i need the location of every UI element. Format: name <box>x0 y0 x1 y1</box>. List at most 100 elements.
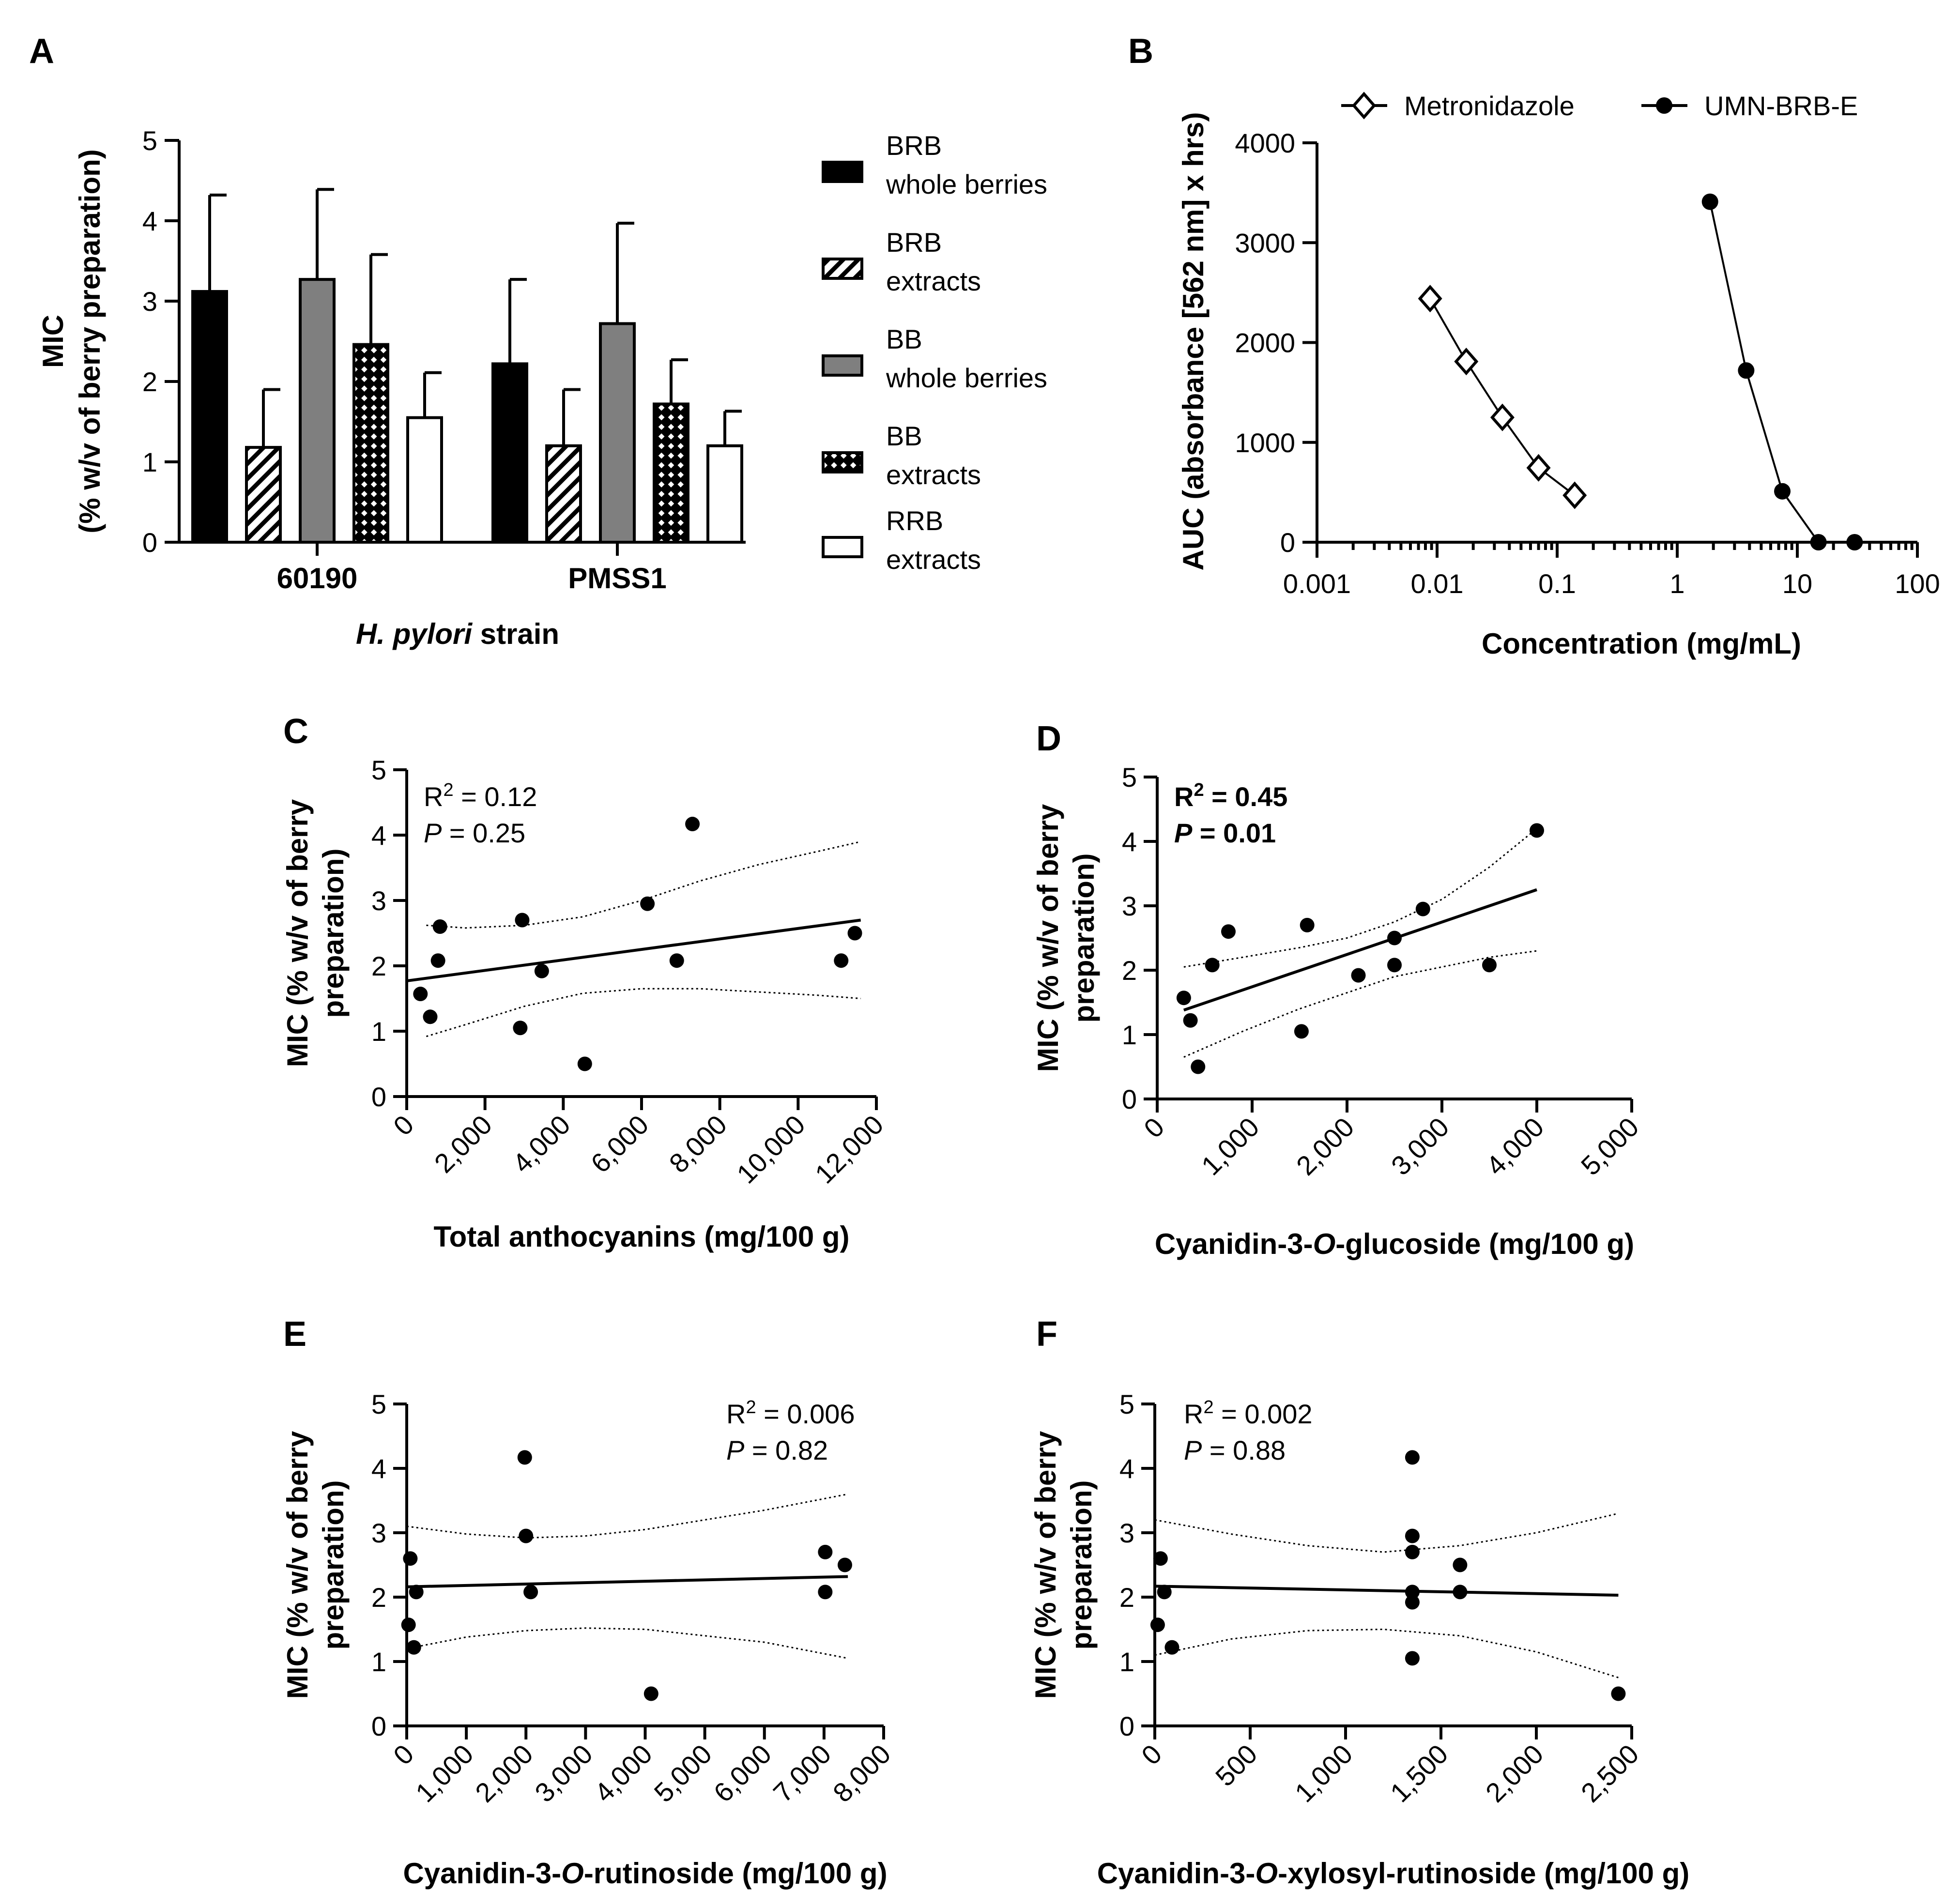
y-tick-label-b: 3000 <box>1235 228 1295 258</box>
data-point <box>834 953 849 968</box>
r-squared-symbol: R <box>1184 1399 1203 1429</box>
y-tick-label-c: 5 <box>371 755 386 785</box>
y-tick-label-a: 3 <box>142 286 157 317</box>
data-point <box>818 1585 833 1600</box>
y-tick-label-d: 0 <box>1122 1084 1137 1114</box>
y-tick-label-f: 1 <box>1119 1647 1134 1677</box>
x-axis-label-italic: O <box>561 1857 584 1890</box>
bar <box>653 402 689 544</box>
bar <box>599 322 636 544</box>
y-axis-label-line2: preparation) <box>317 1480 350 1649</box>
y-tick-label-f: 0 <box>1119 1711 1134 1741</box>
r-squared-annotation: R2 = 0.12 <box>424 780 537 812</box>
bar <box>299 278 336 544</box>
confidence-band <box>1183 828 1537 968</box>
y-tick-label-c: 2 <box>371 951 386 981</box>
y-tick-label-e: 4 <box>371 1453 386 1484</box>
y-tick-label-f: 3 <box>1119 1518 1134 1548</box>
y-tick-label-a: 2 <box>142 366 157 397</box>
y-tick-label-a: 4 <box>142 206 157 236</box>
y-axis-label-line1: MIC (% w/v of berry <box>1029 1431 1062 1699</box>
data-point <box>1405 1651 1420 1666</box>
data-point <box>1454 348 1479 376</box>
p-symbol: P <box>1174 818 1193 848</box>
legend-marker <box>1656 97 1672 114</box>
confidence-band <box>1183 950 1537 1058</box>
regression-line <box>406 1575 848 1588</box>
y-axis-label-d: MIC (% w/v of berry preparation) <box>1032 804 1100 1072</box>
regression-line <box>1154 1585 1619 1597</box>
x-tick-label-b: 10 <box>1782 568 1812 599</box>
data-point <box>640 896 655 911</box>
x-axis-label-rest: strain <box>472 618 559 650</box>
r-squared-value: = 0.002 <box>1214 1399 1313 1429</box>
data-point <box>1405 1585 1420 1600</box>
data-point <box>1183 1013 1198 1028</box>
legend-label-line2: whole berries <box>886 169 1047 199</box>
r-squared-symbol: R <box>726 1399 746 1429</box>
y-axis-label-f: MIC (% w/v of berry preparation) <box>1029 1431 1098 1699</box>
bar <box>245 446 282 544</box>
data-point <box>577 1056 592 1071</box>
x-tick-label-d: 3,000 <box>1385 1112 1455 1181</box>
data-point <box>1221 924 1236 939</box>
data-point <box>1418 285 1442 313</box>
data-point <box>1738 362 1755 379</box>
data-point <box>1153 1551 1168 1566</box>
legend-label-line2: extracts <box>886 266 981 296</box>
data-point <box>1205 958 1220 973</box>
panel-letter-f: F <box>1036 1315 1057 1354</box>
r-squared-superscript: 2 <box>1203 1397 1213 1418</box>
y-tick-label-c: 3 <box>371 885 386 916</box>
data-point <box>409 1585 424 1600</box>
p-symbol: P <box>1184 1435 1202 1465</box>
y-tick-label-e: 3 <box>371 1518 386 1548</box>
data-point <box>519 1528 534 1543</box>
data-point <box>423 1009 438 1024</box>
y-tick-label-e: 2 <box>371 1582 386 1613</box>
data-point <box>1191 1059 1206 1074</box>
x-tick-label-e: 1,000 <box>410 1738 479 1808</box>
y-tick-label-c: 4 <box>371 820 386 851</box>
r-squared-annotation: R2 = 0.45 <box>1174 780 1287 812</box>
bar <box>706 444 743 544</box>
legend-swatch <box>822 536 863 558</box>
x-axis-label-e: Cyanidin-3-O-rutinoside (mg/100 g) <box>403 1857 887 1890</box>
data-point <box>1562 481 1587 509</box>
x-tick-label-d: 4,000 <box>1480 1112 1550 1181</box>
data-point <box>1482 958 1497 973</box>
y-tick-label-e: 0 <box>371 1711 386 1741</box>
data-point <box>413 987 428 1002</box>
data-point <box>847 926 862 941</box>
data-point <box>515 913 530 928</box>
x-tick-label-b: 0.001 <box>1283 568 1351 599</box>
legend-label: UMN-BRB-E <box>1704 91 1858 121</box>
bar <box>406 416 443 544</box>
x-tick-label-e: 7,000 <box>767 1738 837 1808</box>
r-squared-value: = 0.006 <box>756 1399 855 1429</box>
x-tick-label-d: 2,000 <box>1290 1112 1360 1181</box>
r-squared-symbol: R <box>1174 781 1194 812</box>
x-tick-label-c: 2,000 <box>429 1109 498 1179</box>
data-point <box>1164 1640 1179 1655</box>
data-point <box>1453 1557 1468 1572</box>
x-axis-label-italic: H. pylori <box>356 618 473 650</box>
y-axis-label-c: MIC (% w/v of berry preparation) <box>281 799 350 1067</box>
y-axis-label-line1: MIC (% w/v of berry <box>281 799 314 1067</box>
x-tick-label-c: 0 <box>387 1109 420 1142</box>
data-point <box>1611 1686 1626 1701</box>
x-axis-label-post: -rutinoside (mg/100 g) <box>584 1857 888 1890</box>
data-point <box>1846 534 1863 550</box>
panel-letter-a: A <box>29 32 54 71</box>
y-axis-label-line1: MIC (% w/v of berry <box>281 1431 314 1699</box>
data-point <box>1530 823 1544 838</box>
data-point <box>432 919 447 934</box>
data-point <box>430 953 445 968</box>
y-tick-label-d: 2 <box>1122 955 1137 986</box>
data-point <box>1405 1595 1420 1610</box>
r-squared-annotation: R2 = 0.006 <box>726 1397 855 1429</box>
confidence-band <box>426 988 861 1037</box>
data-point <box>1810 534 1827 550</box>
legend-label-line2: extracts <box>886 459 981 490</box>
x-tick-label-c: 8,000 <box>663 1109 733 1179</box>
